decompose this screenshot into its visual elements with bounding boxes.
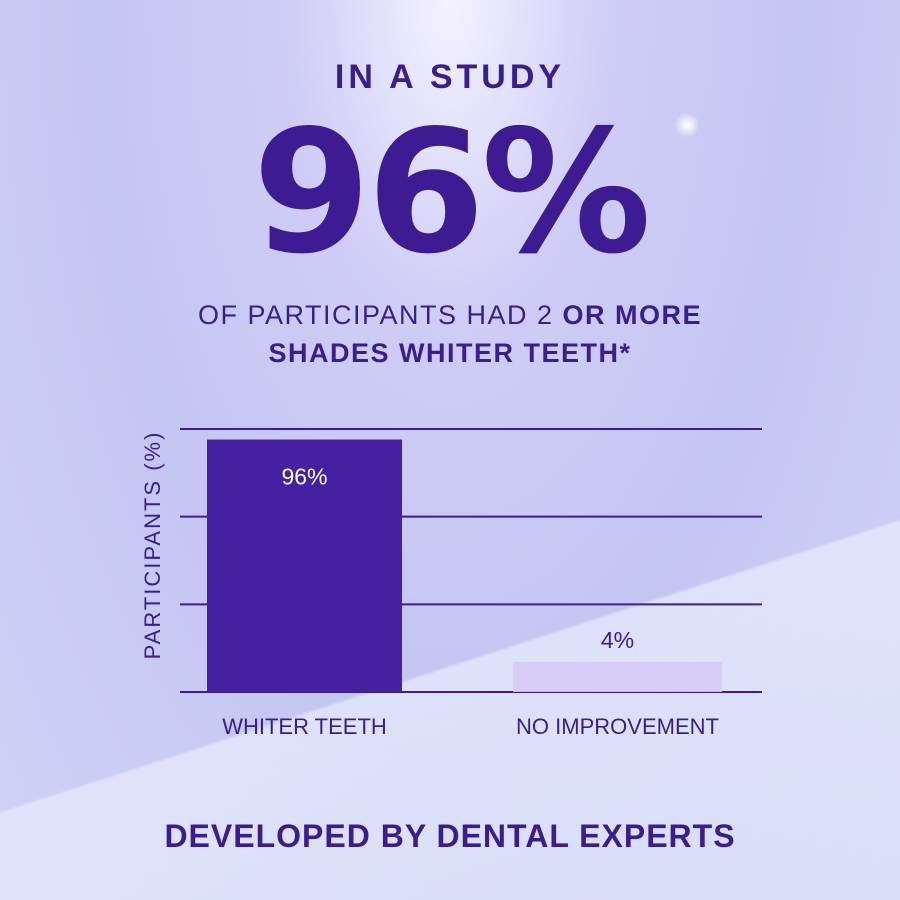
category-label: WHITER TEETH [222,714,387,739]
subline-1-regular: OF PARTICIPANTS HAD 2 [197,300,563,330]
y-axis-label: PARTICIPANTS (%) [140,431,165,660]
category-label: NO IMPROVEMENT [516,714,719,739]
eyebrow-heading: IN A STUDY [334,58,566,96]
bar-0 [207,439,402,692]
data-label: 96% [281,464,327,490]
subline-1-bold: OR MORE [562,300,703,330]
subline-1: OF PARTICIPANTS HAD 2 OR MORE [0,300,900,331]
subline-2: SHADES WHITER TEETH* [268,338,632,368]
bar-1 [513,662,722,692]
headline-stat: 96% [252,94,652,292]
sparkle-icon [672,110,702,140]
data-label: 4% [601,627,634,653]
footer-tagline: DEVELOPED BY DENTAL EXPERTS [164,818,736,854]
